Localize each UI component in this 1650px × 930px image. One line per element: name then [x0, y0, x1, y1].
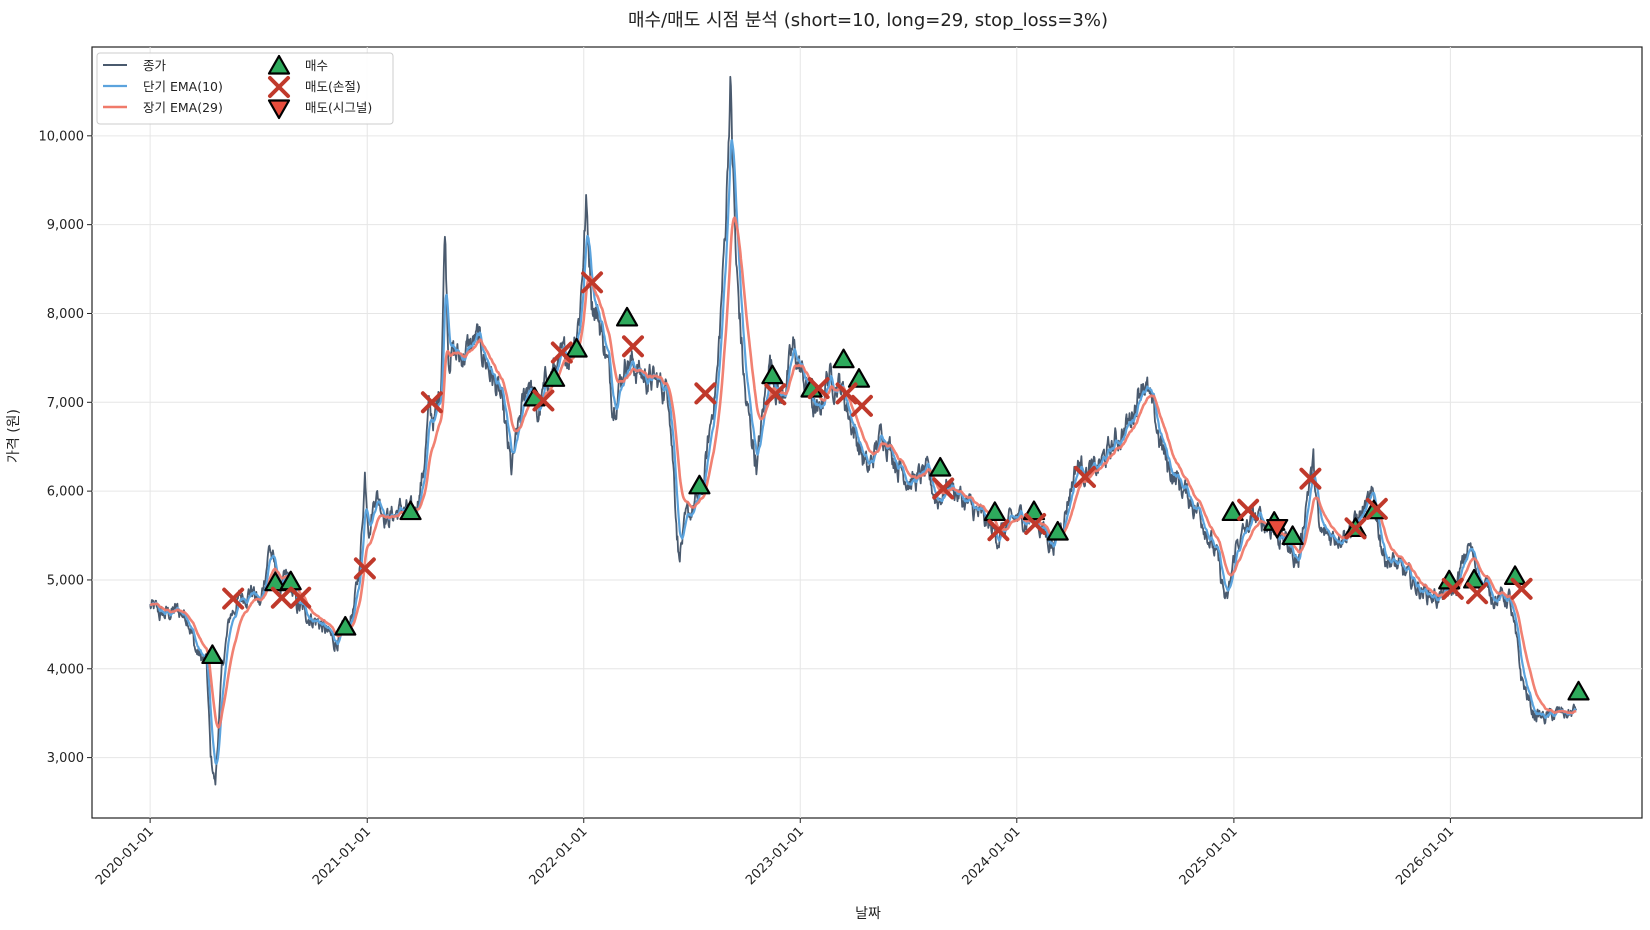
sell-stop-marker — [353, 557, 376, 580]
sell-stop-marker — [835, 382, 858, 405]
legend-sell-stop-label: 매도(손절) — [305, 79, 361, 94]
buy-marker — [1567, 680, 1590, 701]
sell-stop-marker — [420, 391, 443, 414]
sell-stop-marker — [532, 389, 555, 412]
legend-ema-long-label: 장기 EMA(29) — [143, 100, 223, 115]
plot-area — [91, 46, 1643, 819]
sell-stop-marker — [1466, 582, 1489, 605]
y-axis-title: 가격 (원) — [6, 409, 22, 463]
sell-stop-marker — [1441, 577, 1464, 600]
buy-marker — [201, 644, 224, 665]
sell-stop-marker — [1299, 467, 1322, 490]
x-tick-label: 2023-01-01 — [743, 824, 807, 888]
legend-sell-stop-marker — [268, 76, 290, 98]
sell-stop-marker — [1237, 498, 1260, 521]
buy-marker — [929, 456, 952, 477]
sell-stop-marker — [270, 586, 293, 609]
sell-stop-marker — [222, 587, 245, 610]
buy-marker — [615, 306, 639, 327]
buy-marker — [542, 367, 566, 387]
buy-marker — [1281, 525, 1304, 546]
chart-title: 매수/매도 시점 분석 (short=10, long=29, stop_los… — [628, 10, 1108, 31]
sell-stop-marker — [550, 341, 573, 364]
buy-marker — [832, 348, 855, 369]
x-axis: 2020-01-01 2021-01-01 2022-01-01 2023-01-01… — [93, 818, 1457, 888]
legend-buy-marker — [267, 54, 291, 75]
sell-stop-marker — [1024, 512, 1047, 535]
sell-stop-marker — [850, 394, 873, 417]
buy-marker — [1221, 501, 1244, 522]
y-tick-label: 5,000 — [47, 573, 84, 588]
x-tick-label: 2020-01-01 — [93, 824, 157, 888]
x-tick-label: 2026-01-01 — [1393, 824, 1457, 888]
y-tick-label: 8,000 — [47, 307, 84, 322]
sell-stop-marker — [807, 377, 830, 400]
buy-marker — [334, 615, 357, 636]
sell-stop-marker — [1344, 517, 1367, 540]
y-tick-label: 3,000 — [47, 751, 84, 766]
sell-stop-marker — [694, 382, 717, 405]
trade-markers — [201, 271, 1590, 701]
series-ema-long-line — [149, 216, 1577, 729]
sell-stop-marker — [621, 335, 644, 358]
y-tick-label: 6,000 — [47, 485, 84, 500]
x-tick-label: 2021-01-01 — [310, 824, 374, 888]
legend-close-label: 종가 — [143, 58, 167, 73]
sell-stop-marker — [932, 477, 955, 500]
legend-sell-signal-triangle — [267, 99, 291, 120]
legend-sell-signal-label: 매도(시그널) — [305, 100, 372, 115]
plot-content — [149, 75, 1590, 786]
sell-stop-marker — [1365, 497, 1388, 520]
y-tick-label: 7,000 — [47, 396, 84, 411]
y-tick-label: 4,000 — [47, 662, 84, 677]
y-tick-label: 10,000 — [39, 129, 85, 144]
buy-marker — [761, 364, 784, 385]
sell-stop-marker — [1510, 577, 1533, 600]
legend: 종가 단기 EMA(10) 장기 EMA(29) 매수 매도(손절) 매도(시그… — [96, 52, 394, 125]
y-axis: 3,000 4,000 5,000 6,000 7,000 8,000 9,000 10,00… — [39, 129, 92, 766]
sell-stop-marker — [581, 271, 604, 294]
legend-sell-stop-cross — [268, 76, 290, 98]
sell-stop-marker — [987, 519, 1010, 542]
x-tick-label: 2025-01-01 — [1177, 824, 1241, 888]
x-tick-label: 2024-01-01 — [960, 824, 1024, 888]
sell-signal-marker — [1266, 518, 1289, 539]
buy-marker — [1046, 520, 1069, 541]
sell-stop-marker — [289, 586, 312, 609]
y-tick-label: 9,000 — [47, 218, 84, 233]
legend-buy-triangle — [267, 54, 291, 75]
sell-stop-marker — [1073, 465, 1096, 488]
legend-sell-signal-marker — [267, 99, 291, 120]
buy-marker — [983, 501, 1006, 522]
buy-marker — [565, 337, 588, 358]
x-axis-title: 날짜 — [855, 906, 881, 922]
x-tick-label: 2022-01-01 — [527, 824, 591, 888]
sell-stop-marker — [764, 383, 787, 406]
buy-marker — [847, 368, 871, 388]
buy-marker — [1022, 500, 1046, 521]
legend-buy-label: 매수 — [305, 58, 328, 73]
legend-ema-short-label: 단기 EMA(10) — [143, 79, 223, 94]
legend-box — [96, 52, 394, 125]
buy-marker — [399, 500, 422, 521]
buy-marker — [688, 474, 711, 495]
